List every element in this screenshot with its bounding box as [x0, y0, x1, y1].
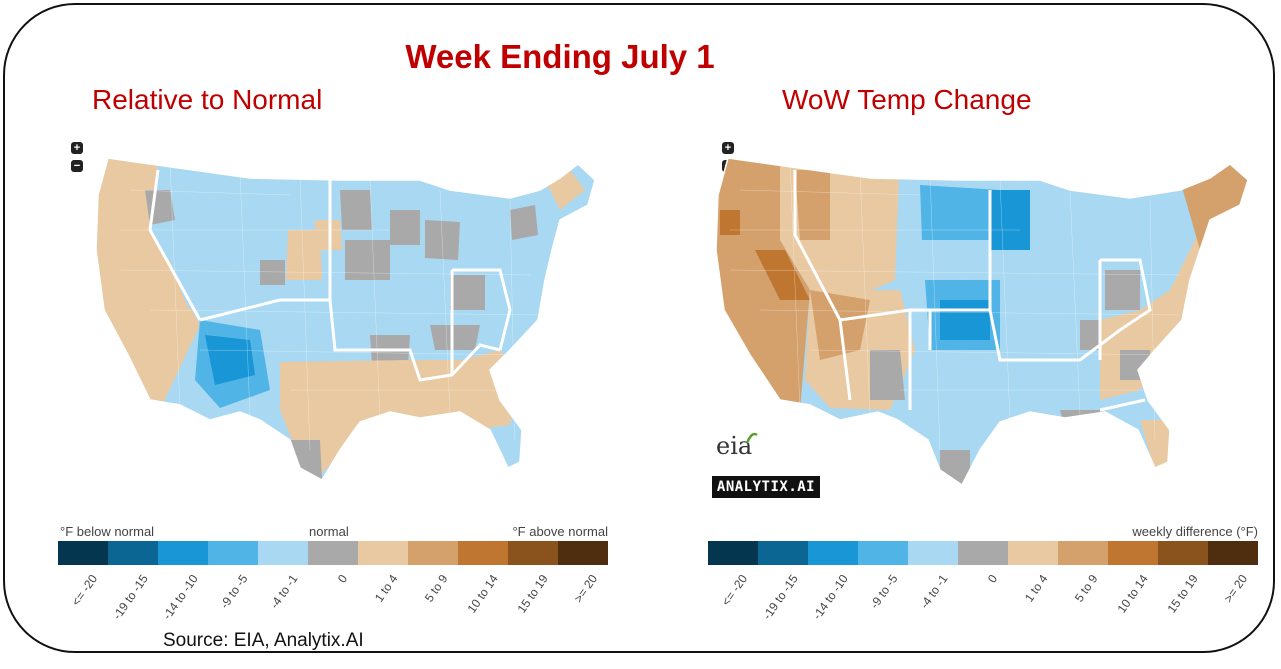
left-zoom-in-button[interactable]: +: [71, 142, 83, 154]
wow-temp-change-map[interactable]: [700, 150, 1260, 495]
legend-swatch: [58, 541, 108, 565]
eia-logo-mark-icon: [745, 432, 758, 444]
legend-tick-label: <= -20: [719, 572, 751, 609]
legend-swatch: [208, 541, 258, 565]
legend-tick-label: >= 20: [1221, 572, 1251, 606]
legend-swatch: [858, 541, 908, 565]
county-lines: [119, 159, 541, 451]
legend-tick-label: 0: [985, 572, 1001, 586]
legend-swatch: [908, 541, 958, 565]
legend-swatch: [458, 541, 508, 565]
legend-swatch: [308, 541, 358, 565]
legend-tick-label: 5 to 9: [421, 572, 451, 605]
legend-swatch: [258, 541, 308, 565]
left-legend: °F below normal normal °F above normal <…: [58, 524, 610, 622]
legend-swatch: [108, 541, 158, 565]
legend-swatch: [958, 541, 1008, 565]
legend-swatch: [808, 541, 858, 565]
legend-normal-label: normal: [309, 524, 349, 539]
region-fills: [96, 158, 595, 480]
legend-swatch: [358, 541, 408, 565]
legend-tick-label: >= 20: [571, 572, 601, 606]
legend-tick-label: 1 to 4: [1021, 572, 1051, 605]
legend-tick-label: 1 to 4: [371, 572, 401, 605]
legend-swatch: [1058, 541, 1108, 565]
legend-swatch: [1208, 541, 1258, 565]
legend-below-normal-label: °F below normal: [60, 524, 155, 539]
legend-swatch: [508, 541, 558, 565]
analytix-logo: ANALYTIX.AI: [712, 476, 820, 498]
page-title: Week Ending July 1: [405, 38, 715, 75]
eia-logo: eia: [716, 432, 753, 460]
legend-tick-label: 0: [335, 572, 351, 586]
county-lines-right: [729, 159, 1181, 451]
region-fills-right: [716, 158, 1248, 485]
legend-swatch: [758, 541, 808, 565]
legend-swatch: [158, 541, 208, 565]
legend-swatch: [1158, 541, 1208, 565]
legend-swatch: [1008, 541, 1058, 565]
relative-to-normal-map[interactable]: [90, 150, 610, 495]
legend-weekly-difference-label: weekly difference (°F): [1132, 524, 1258, 539]
right-zoom-in-button[interactable]: +: [722, 142, 734, 154]
us-outline: [95, 157, 596, 482]
legend-color-bar: [58, 541, 608, 565]
legend-swatch: [708, 541, 758, 565]
legend-tick-label: <= -20: [69, 572, 101, 609]
right-legend: weekly difference (°F) <= -20 -19 to -15…: [708, 524, 1260, 622]
right-panel-title: WoW Temp Change: [782, 84, 1032, 115]
legend-swatch: [558, 541, 608, 565]
legend-above-normal-label: °F above normal: [512, 524, 608, 539]
left-zoom-out-button[interactable]: −: [71, 160, 83, 172]
region-boundaries-right: [793, 170, 1152, 412]
legend-tick-label: 5 to 9: [1071, 572, 1101, 605]
slide-frame: [3, 3, 1275, 653]
source-note: Source: EIA, Analytix.AI: [163, 630, 364, 651]
legend-swatch: [1108, 541, 1158, 565]
us-outline-right: [715, 157, 1249, 487]
legend-color-bar-right: [708, 541, 1258, 565]
left-panel-title: Relative to Normal: [92, 84, 323, 115]
legend-swatch: [408, 541, 458, 565]
